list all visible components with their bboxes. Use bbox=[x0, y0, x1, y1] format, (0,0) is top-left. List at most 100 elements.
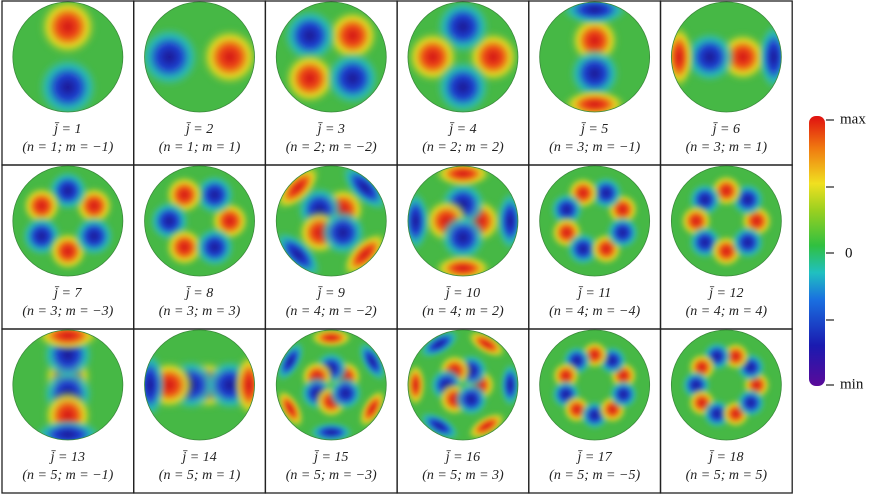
disc-edge bbox=[12, 1, 124, 113]
red-lobe bbox=[325, 8, 380, 63]
cell-index: j̄ = 7 bbox=[52, 286, 82, 301]
disc bbox=[276, 330, 387, 440]
red-lobe bbox=[276, 166, 322, 211]
lobes bbox=[407, 330, 518, 440]
red-lobe bbox=[282, 51, 338, 106]
cell-orders: (n = 5; m = −3) bbox=[286, 468, 377, 483]
disc-edge bbox=[144, 165, 255, 277]
lobes bbox=[148, 174, 251, 268]
cell: j̄ = 5 (n = 3; m = −1) bbox=[528, 0, 662, 166]
red-lobe bbox=[308, 330, 354, 349]
cell-orders: (n = 5; m = 3) bbox=[422, 468, 504, 483]
blue-lobe bbox=[144, 26, 200, 88]
cell-index: j̄ = 17 bbox=[575, 450, 612, 465]
disc-edge bbox=[144, 329, 255, 441]
cell-orders: (n = 2; m = 2) bbox=[422, 140, 504, 155]
colorbar-zero: 0 bbox=[845, 245, 853, 261]
blue-lobe bbox=[325, 51, 380, 106]
cell-index: j̄ = 1 bbox=[52, 122, 81, 137]
disc bbox=[407, 166, 518, 276]
disc bbox=[12, 330, 123, 440]
red-lobe bbox=[37, 2, 99, 57]
blue-lobe bbox=[419, 411, 460, 440]
colorbar-max: max bbox=[840, 111, 866, 127]
disc bbox=[539, 166, 650, 276]
blue-lobe bbox=[499, 362, 518, 408]
disc-edge bbox=[670, 165, 782, 277]
cell-orders: (n = 5; m = −1) bbox=[22, 468, 113, 483]
cell-index: j̄ = 11 bbox=[576, 286, 611, 301]
blue-lobe bbox=[419, 330, 460, 359]
cell-index: j̄ = 15 bbox=[312, 450, 348, 465]
disc bbox=[671, 166, 782, 276]
cell: j̄ = 18 (n = 5; m = 5) bbox=[659, 328, 793, 494]
lobes bbox=[276, 330, 387, 440]
cell-index: j̄ = 14 bbox=[180, 450, 216, 465]
blue-lobe bbox=[605, 215, 640, 250]
cell-border bbox=[659, 328, 793, 494]
red-lobe bbox=[357, 388, 387, 429]
lobes bbox=[561, 2, 629, 112]
cell-index: j̄ = 3 bbox=[316, 122, 345, 137]
disc bbox=[276, 2, 387, 112]
disc-base bbox=[407, 2, 518, 112]
blue-lobe bbox=[276, 341, 305, 382]
cell-index: j̄ = 2 bbox=[184, 122, 213, 137]
lobes bbox=[276, 166, 387, 276]
cell: j̄ = 2 (n = 1; m = 1) bbox=[133, 0, 267, 166]
cell-orders: (n = 1; m = 1) bbox=[159, 140, 241, 155]
blue-lobe bbox=[561, 2, 629, 26]
blue-lobe bbox=[568, 47, 621, 100]
cell: j̄ = 17 (n = 5; m = −5) bbox=[528, 328, 662, 494]
blue-lobe bbox=[319, 209, 367, 256]
cell-orders: (n = 5; m = −5) bbox=[549, 468, 640, 483]
lobes bbox=[681, 341, 772, 429]
disc-edge bbox=[275, 165, 387, 277]
disc bbox=[276, 166, 387, 276]
red-lobe bbox=[233, 351, 255, 419]
cell-index: j̄ = 4 bbox=[447, 122, 476, 137]
colorbar: max 0 min bbox=[809, 111, 866, 392]
disc bbox=[12, 2, 123, 112]
blue-lobe bbox=[37, 57, 99, 112]
lobes bbox=[407, 166, 518, 276]
blue-lobe bbox=[496, 190, 518, 252]
lobes bbox=[37, 2, 99, 112]
blue-lobe bbox=[730, 225, 765, 260]
lobes bbox=[549, 176, 640, 266]
cell-index: j̄ = 16 bbox=[444, 450, 480, 465]
cell-orders: (n = 4; m = −4) bbox=[549, 304, 640, 319]
cell: j̄ = 15 (n = 5; m = −3) bbox=[264, 328, 398, 494]
lobes bbox=[551, 339, 639, 431]
cell-orders: (n = 5; m = 1) bbox=[159, 468, 241, 483]
cell: j̄ = 1 (n = 1; m = −1) bbox=[1, 0, 135, 166]
disc bbox=[671, 2, 782, 112]
disc-edge bbox=[539, 329, 651, 441]
disc-edge bbox=[275, 329, 387, 441]
disc-edge bbox=[275, 1, 387, 113]
disc bbox=[539, 330, 650, 440]
lobes bbox=[679, 173, 774, 269]
cell: j̄ = 10 (n = 4; m = 2) bbox=[396, 164, 530, 330]
lobes bbox=[407, 2, 518, 112]
lobes bbox=[144, 26, 255, 88]
disc-edge bbox=[539, 165, 651, 277]
blue-lobe bbox=[341, 166, 387, 211]
cell: j̄ = 3 (n = 2; m = −2) bbox=[264, 0, 398, 166]
cell-index: j̄ = 8 bbox=[184, 286, 213, 301]
disc bbox=[539, 2, 650, 112]
blue-lobe bbox=[407, 190, 430, 252]
cell-index: j̄ = 12 bbox=[707, 286, 743, 301]
cell: j̄ = 14 (n = 5; m = 1) bbox=[133, 328, 267, 494]
disc-edge bbox=[670, 1, 782, 113]
blue-lobe bbox=[73, 215, 115, 257]
blue-lobe bbox=[276, 231, 322, 276]
blue-lobe bbox=[566, 232, 600, 266]
cell-index: j̄ = 9 bbox=[316, 286, 345, 301]
cell-orders: (n = 2; m = −2) bbox=[286, 140, 377, 155]
cell-index: j̄ = 5 bbox=[579, 122, 608, 137]
blue-lobe bbox=[357, 341, 387, 382]
blue-lobe bbox=[308, 421, 354, 440]
